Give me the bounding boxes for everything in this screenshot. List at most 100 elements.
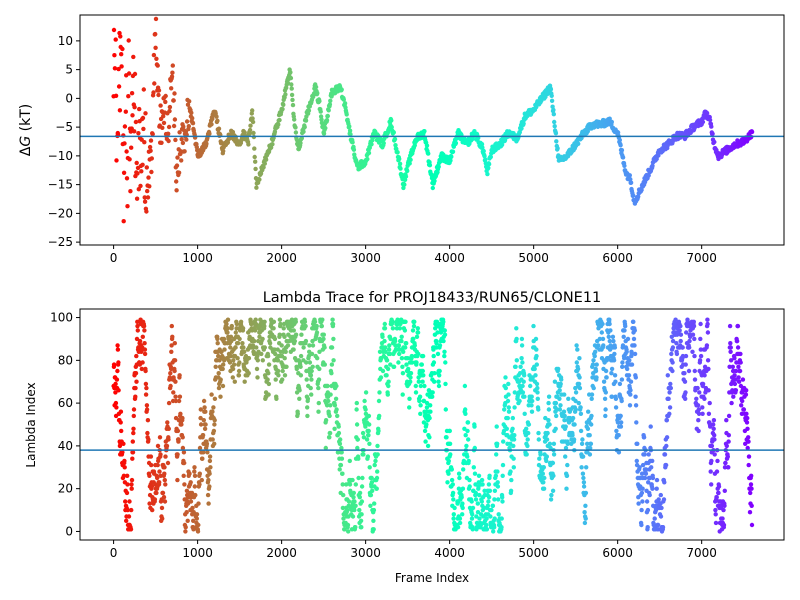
lambda-point [165, 420, 170, 425]
lambda-point [237, 336, 242, 342]
lambda-point [425, 443, 431, 449]
lambda-point [749, 473, 754, 478]
lambda-point [221, 362, 226, 367]
lambda-point [597, 336, 602, 342]
lambda-point [736, 379, 742, 384]
lambda-point [309, 351, 315, 357]
delta-g-point [163, 99, 168, 105]
lambda-x-tick-label: 1000 [182, 546, 213, 560]
lambda-point [287, 338, 292, 344]
lambda-point [442, 328, 447, 333]
lambda-point [473, 490, 478, 496]
lambda-point [712, 437, 717, 442]
lambda-point [612, 351, 617, 357]
lambda-point [367, 465, 372, 470]
delta-g-point [185, 102, 191, 107]
lambda-point [383, 349, 388, 354]
lambda-point [589, 396, 594, 401]
delta-g-point [479, 142, 485, 147]
lambda-point [545, 430, 550, 436]
lambda-point [450, 490, 456, 496]
lambda-axes-frame [79, 308, 785, 541]
lambda-panel: Lambda Trace for PROJ18433/RUN65/CLONE11… [24, 290, 785, 585]
lambda-x-tick-label: 0 [110, 546, 118, 560]
lambda-point [355, 437, 360, 442]
lambda-point [707, 400, 712, 406]
lambda-point [494, 452, 499, 457]
lambda-point [236, 373, 242, 378]
lambda-point [514, 336, 519, 342]
lambda-point [644, 499, 650, 504]
delta-g-point [250, 119, 256, 125]
lambda-point [292, 338, 297, 344]
lambda-point [619, 420, 624, 425]
lambda-point [192, 484, 197, 489]
lambda-point [114, 405, 119, 410]
lambda-point [277, 317, 283, 322]
delta-g-point [124, 176, 130, 181]
lambda-point [135, 323, 140, 329]
lambda-point [652, 516, 657, 521]
lambda-point [618, 424, 624, 429]
delta-g-point [209, 122, 214, 127]
lambda-point [580, 454, 586, 459]
delta-g-point [302, 124, 307, 130]
lambda-point [143, 381, 149, 387]
delta-g-point [181, 124, 186, 129]
lambda-point [540, 471, 545, 476]
delta-g-point [153, 31, 158, 37]
delta-g-point [554, 139, 559, 144]
lambda-point [547, 441, 553, 446]
lambda-point [668, 385, 673, 391]
lambda-point [326, 398, 331, 404]
lambda-point [382, 338, 387, 344]
lambda-point [583, 503, 588, 508]
delta-g-point [288, 75, 294, 81]
lambda-point [205, 492, 211, 498]
lambda-point [698, 353, 704, 359]
lambda-point [281, 326, 286, 331]
lambda-point [712, 452, 717, 457]
delta-g-point [253, 166, 258, 172]
lambda-point [474, 514, 479, 519]
lambda-point [477, 516, 482, 521]
lambda-point [166, 437, 171, 442]
lambda-point [665, 373, 670, 378]
lambda-point [386, 347, 392, 352]
lambda-point [267, 341, 273, 346]
lambda-point [639, 471, 645, 476]
lambda-point [371, 518, 376, 523]
lambda-point [533, 336, 539, 342]
lambda-point [645, 507, 651, 513]
lambda-point [315, 356, 320, 361]
delta-g-point [174, 188, 179, 193]
lambda-point [235, 341, 241, 346]
lambda-point [486, 482, 492, 487]
lambda-point [404, 341, 409, 346]
delta-g-point [369, 142, 374, 147]
lambda-point [432, 379, 437, 384]
lambda-point [466, 458, 471, 464]
lambda-point [415, 330, 421, 335]
delta-g-point [276, 122, 281, 127]
delta-g-point [148, 148, 153, 153]
lambda-point [200, 456, 205, 461]
lambda-point [479, 499, 484, 504]
lambda-point [218, 394, 223, 399]
delta-g-point [172, 117, 178, 122]
lambda-point [367, 422, 372, 427]
lambda-point [322, 362, 327, 367]
lambda-point [566, 396, 571, 401]
delta-g-point [247, 127, 253, 133]
lambda-point [173, 394, 178, 399]
lambda-point [218, 377, 223, 382]
lambda-point [508, 469, 513, 474]
lambda-point [161, 495, 167, 500]
lambda-point [192, 473, 198, 478]
lambda-point [129, 486, 134, 491]
lambda-point [388, 336, 393, 342]
lambda-point [700, 411, 705, 416]
delta-g-point [432, 178, 437, 184]
lambda-point [386, 383, 391, 389]
lambda-point [578, 428, 584, 434]
